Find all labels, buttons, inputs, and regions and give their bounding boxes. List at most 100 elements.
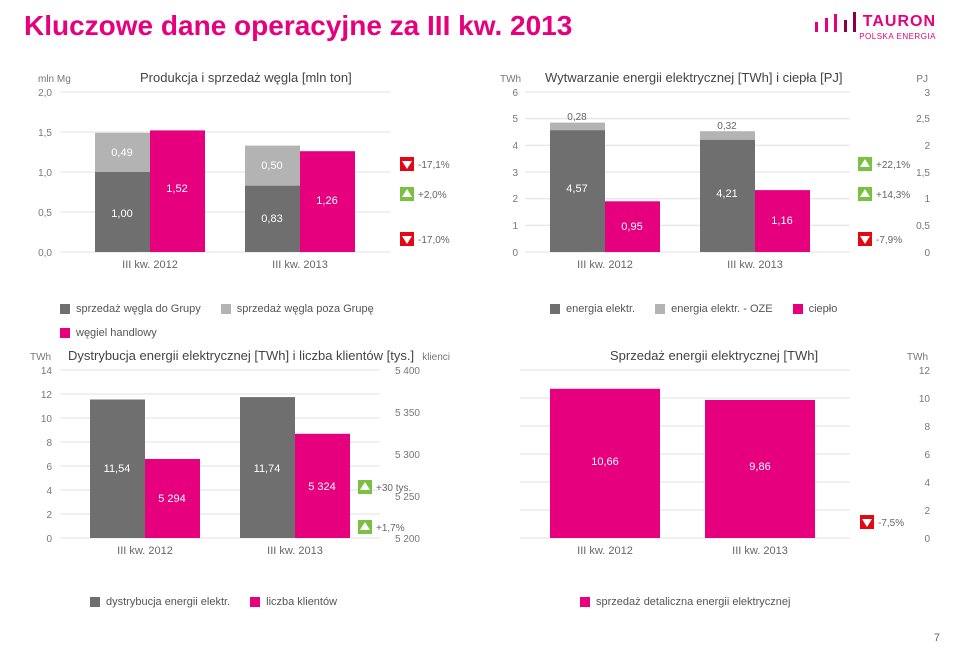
svg-text:+1,7%: +1,7% — [376, 523, 405, 534]
svg-text:1,5: 1,5 — [38, 128, 52, 139]
svg-text:5: 5 — [512, 114, 518, 125]
svg-text:TWh: TWh — [907, 352, 928, 363]
svg-text:0: 0 — [924, 534, 930, 545]
svg-text:TWh: TWh — [30, 352, 51, 363]
svg-text:5 350: 5 350 — [395, 408, 420, 419]
svg-text:6: 6 — [46, 462, 52, 473]
svg-text:0,5: 0,5 — [916, 221, 930, 232]
svg-text:4: 4 — [924, 478, 930, 489]
svg-text:5 400: 5 400 — [395, 366, 420, 377]
svg-text:3: 3 — [924, 88, 930, 99]
svg-text:1,26: 1,26 — [316, 195, 337, 207]
chart3-callouts: +30 tys. +1,7% — [358, 480, 411, 534]
svg-text:+22,1%: +22,1% — [876, 160, 910, 171]
svg-text:Sprzedaż energii elektrycznej: Sprzedaż energii elektrycznej [TWh] — [610, 348, 818, 363]
svg-text:11,54: 11,54 — [104, 463, 131, 475]
chart2-bars: 4,57 0,28 0,95 4,21 0,32 1,16 — [550, 112, 810, 252]
svg-text:8: 8 — [924, 422, 930, 433]
svg-text:0,28: 0,28 — [567, 112, 587, 123]
svg-text:2: 2 — [46, 510, 52, 521]
chart-generation: TWh Wytwarzanie energii elektrycznej [TW… — [490, 62, 940, 292]
svg-text:2,5: 2,5 — [916, 114, 930, 125]
chart-distribution: TWh Dystrybucja energii elektrycznej [TW… — [20, 340, 480, 600]
chart-sales: Sprzedaż energii elektrycznej [TWh] TWh … — [490, 340, 940, 600]
svg-text:+30 tys.: +30 tys. — [376, 483, 411, 494]
svg-text:Dystrybucja energii elektryczn: Dystrybucja energii elektrycznej [TWh] i… — [68, 348, 414, 363]
svg-text:1: 1 — [512, 221, 518, 232]
svg-text:1,52: 1,52 — [166, 183, 187, 195]
svg-text:4,57: 4,57 — [566, 183, 587, 195]
svg-text:5 300: 5 300 — [395, 450, 420, 461]
svg-text:III kw. 2013: III kw. 2013 — [727, 259, 783, 271]
svg-text:10,66: 10,66 — [591, 456, 619, 468]
svg-text:3: 3 — [512, 168, 518, 179]
svg-text:TWh: TWh — [500, 74, 521, 85]
svg-text:6: 6 — [924, 450, 930, 461]
svg-text:0: 0 — [924, 248, 930, 259]
svg-text:III kw. 2012: III kw. 2012 — [117, 545, 173, 557]
svg-text:5 294: 5 294 — [158, 493, 186, 505]
svg-text:10: 10 — [919, 394, 931, 405]
svg-text:klienci: klienci — [422, 352, 450, 363]
chart1-bars: 1,00 0,49 1,52 0,83 0,50 1,26 — [95, 130, 355, 252]
chart4-legend: sprzedaż detaliczna energii elektrycznej — [490, 596, 940, 608]
svg-text:4,21: 4,21 — [716, 188, 737, 200]
svg-text:1,0: 1,0 — [38, 168, 52, 179]
svg-text:0,95: 0,95 — [621, 221, 642, 233]
svg-text:PJ: PJ — [916, 74, 928, 85]
chart1-legend: sprzedaż węgla do Grupy sprzedaż węgla p… — [20, 303, 480, 339]
svg-text:Wytwarzanie energii elektryczn: Wytwarzanie energii elektrycznej [TWh] i… — [545, 70, 843, 85]
svg-text:0,5: 0,5 — [38, 208, 52, 219]
logo-brand: TAURON — [863, 13, 936, 30]
svg-text:1,5: 1,5 — [916, 168, 930, 179]
svg-text:5 200: 5 200 — [395, 534, 420, 545]
svg-text:1: 1 — [924, 194, 930, 205]
axis-left-unit: mln Mg — [38, 74, 71, 85]
logo-sub: POLSKA ENERGIA — [815, 32, 936, 41]
svg-text:0,32: 0,32 — [717, 121, 737, 132]
svg-text:-7,5%: -7,5% — [878, 518, 904, 529]
svg-text:+14,3%: +14,3% — [876, 190, 910, 201]
chart1-callouts: -17,1% +2,0% -17,0% — [400, 157, 450, 246]
svg-text:III kw. 2013: III kw. 2013 — [732, 545, 788, 557]
svg-text:2: 2 — [924, 141, 930, 152]
title-text: Kluczowe dane operacyjne za III kw. 2013 — [24, 10, 572, 41]
svg-text:-17,0%: -17,0% — [418, 235, 450, 246]
svg-text:0: 0 — [512, 248, 518, 259]
chart4-callouts: -7,5% — [860, 515, 904, 529]
svg-text:III kw. 2012: III kw. 2012 — [577, 259, 633, 271]
chart-production: mln Mg Produkcja i sprzedaż węgla [mln t… — [20, 62, 480, 292]
svg-text:0,0: 0,0 — [38, 248, 52, 259]
svg-text:-17,1%: -17,1% — [418, 160, 450, 171]
svg-text:12: 12 — [919, 366, 931, 377]
svg-text:2: 2 — [924, 506, 930, 517]
svg-text:4: 4 — [512, 141, 518, 152]
svg-text:III kw. 2012: III kw. 2012 — [577, 545, 633, 557]
svg-text:-7,9%: -7,9% — [876, 235, 902, 246]
svg-text:2,0: 2,0 — [38, 88, 52, 99]
svg-text:III kw. 2013: III kw. 2013 — [272, 259, 328, 271]
svg-text:III kw. 2012: III kw. 2012 — [122, 259, 178, 271]
chart3-legend: dystrybucja energii elektr. liczba klien… — [20, 596, 480, 608]
chart4-bars: 10,66 9,86 — [550, 389, 815, 538]
svg-text:8: 8 — [46, 438, 52, 449]
brand-logo: TAURON POLSKA ENERGIA — [815, 12, 936, 41]
svg-text:9,86: 9,86 — [749, 461, 770, 473]
svg-text:1,16: 1,16 — [771, 215, 792, 227]
svg-text:0,50: 0,50 — [261, 160, 282, 172]
svg-text:0: 0 — [46, 534, 52, 545]
svg-text:12: 12 — [41, 390, 53, 401]
page-title: Kluczowe dane operacyjne za III kw. 2013 — [24, 10, 572, 42]
svg-text:5 324: 5 324 — [308, 481, 336, 493]
chart2-legend: energia elektr. energia elektr. - OZE ci… — [490, 303, 940, 315]
page-number: 7 — [934, 632, 940, 644]
chart-title: Produkcja i sprzedaż węgla [mln ton] — [140, 70, 352, 85]
svg-text:0,49: 0,49 — [111, 147, 132, 159]
chart2-callouts: +22,1% +14,3% -7,9% — [858, 157, 910, 246]
svg-text:1,00: 1,00 — [111, 208, 132, 220]
svg-text:10: 10 — [41, 414, 53, 425]
svg-text:+2,0%: +2,0% — [418, 190, 447, 201]
svg-text:III kw. 2013: III kw. 2013 — [267, 545, 323, 557]
svg-text:0,83: 0,83 — [261, 213, 282, 225]
svg-text:2: 2 — [512, 194, 518, 205]
